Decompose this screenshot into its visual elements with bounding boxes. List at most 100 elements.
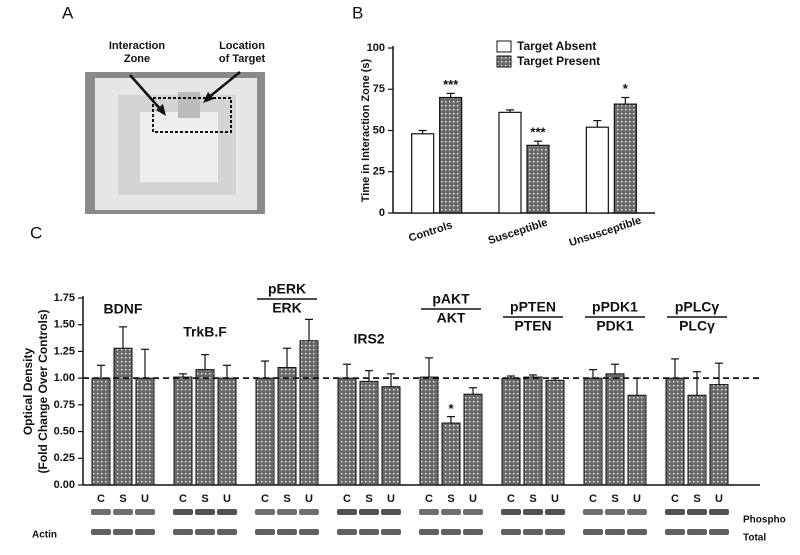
blot-band [91,529,111,535]
bar [687,394,707,486]
bar [113,347,133,486]
blot-band [337,509,357,515]
blot-band [545,509,565,515]
x-tick-label: S [611,493,618,505]
blot-band [605,529,625,535]
panel-label: A [62,3,74,22]
bar [463,393,483,486]
blot-band [135,529,155,535]
group-title-denominator: ERK [272,300,302,316]
blot-label: Total [743,533,766,544]
y-tick-label: 75 [373,83,385,95]
blot-band [217,509,237,515]
photo-annotation: of Target [219,53,266,65]
bar [441,422,461,486]
bar [498,111,522,214]
y-tick-label: 1.50 [54,319,75,331]
blot-band [299,509,319,515]
photo-annotation: Location [219,40,265,52]
blot-band [195,509,215,515]
x-tick-label: C [671,493,679,505]
bar [526,144,550,214]
arena-photo [85,71,265,214]
group-title-numerator: pPLCγ [675,299,720,315]
bar [501,377,521,486]
group-title-denominator: PDK1 [596,318,634,334]
blot-band [627,529,647,535]
bar [337,377,357,486]
photo-annotation: Interaction [109,40,166,52]
x-tick-label: U [469,493,477,505]
x-tick-label: S [447,493,454,505]
bar [605,373,625,486]
y-tick-label: 0.50 [54,425,75,437]
blot-band [687,509,707,515]
group-title-denominator: PTEN [514,318,551,334]
blot-band [173,529,193,535]
blot-band [419,509,439,515]
blot-band [277,509,297,515]
x-tick-label: C [589,493,597,505]
blot-label: Phospho [743,515,786,526]
x-tick-label: C [97,493,105,505]
blot-band [381,509,401,515]
x-tick-label: U [305,493,313,505]
bar [545,379,565,486]
blot-band [195,529,215,535]
bar [381,386,401,486]
blot-band [113,529,133,535]
blot-band [665,529,685,535]
x-tick-label: U [551,493,559,505]
x-tick-label: U [223,493,231,505]
x-tick-label: C [343,493,351,505]
blot-band [91,509,111,515]
x-tick-label: S [529,493,536,505]
blot-band [217,529,237,535]
blot-band [337,529,357,535]
blot-band [709,529,729,535]
y-tick-label: 25 [373,166,385,178]
bar [665,377,685,486]
blot-band [173,509,193,515]
x-tick-label: C [179,493,187,505]
bar [277,366,297,486]
bar [627,394,647,486]
blot-band [463,509,483,515]
blot-band [605,509,625,515]
bar [709,384,729,486]
bar [195,369,215,486]
group-title-denominator: PLCγ [679,318,715,334]
bar [217,377,237,486]
bar [255,377,275,486]
blot-band [583,529,603,535]
y-tick-label: 1.25 [54,345,75,357]
blot-band [523,509,543,515]
significance-marker: * [623,81,629,96]
x-tick-label: S [119,493,126,505]
significance-marker: *** [530,125,546,140]
x-tick-label: Controls [407,219,454,244]
legend-label: Target Absent [517,39,596,53]
y-tick-label: 0.00 [54,479,75,491]
blot-band [627,509,647,515]
blot-band [277,529,297,535]
y-tick-label: 0.75 [54,399,75,411]
bar [359,380,379,486]
blot-band [113,509,133,515]
blot-band [381,529,401,535]
x-tick-label: Unsusceptible [568,215,643,250]
legend-swatch [496,55,512,68]
y-axis-label: (Fold Change Over Controls) [36,309,50,473]
y-tick-label: 50 [373,124,385,136]
significance-marker: * [448,401,454,416]
x-tick-label: U [141,493,149,505]
blot-band [135,509,155,515]
group-title-numerator: pPDK1 [592,299,638,315]
panel-label: B [352,3,363,22]
legend-swatch [496,40,512,53]
x-tick-label: S [365,493,372,505]
blot-band [583,509,603,515]
blot-band [255,529,275,535]
significance-marker: *** [443,77,459,92]
